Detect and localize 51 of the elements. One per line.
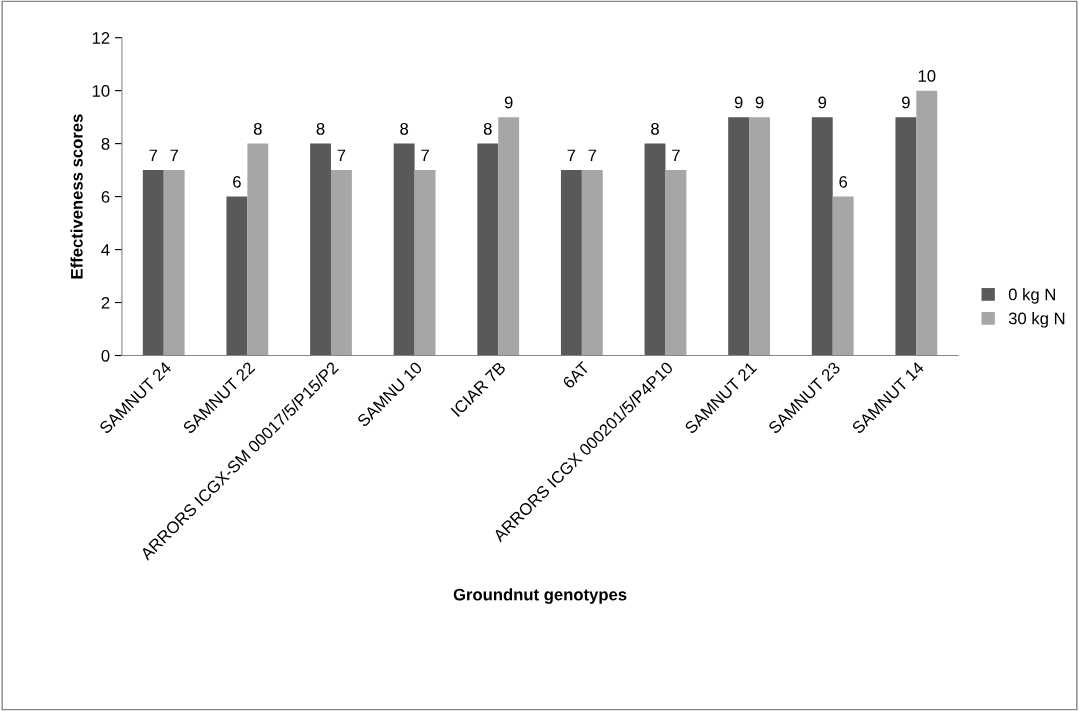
y-tick-label: 0: [101, 349, 110, 362]
data-label: 7: [149, 149, 158, 162]
data-label: 8: [483, 122, 492, 135]
bar: [310, 143, 331, 356]
bar: [644, 143, 666, 356]
data-label: 8: [400, 122, 409, 135]
y-tick-label: 10: [92, 85, 110, 97]
bar: [330, 170, 352, 356]
bar: [163, 170, 185, 356]
bar: [414, 170, 436, 356]
data-label: 10: [918, 70, 936, 82]
data-label: 6: [839, 175, 848, 188]
data-label: 7: [567, 149, 576, 162]
bar: [498, 117, 520, 356]
data-label: 8: [316, 122, 325, 135]
data-label: 7: [337, 149, 346, 162]
y-axis-title: Effectiveness scores: [70, 114, 83, 279]
x-axis-title: Groundnut genotypes: [453, 588, 627, 604]
bar: [916, 90, 938, 356]
bar: [393, 143, 415, 356]
data-label: 7: [421, 149, 429, 162]
data-label: 6: [233, 175, 241, 188]
bar: [832, 196, 854, 356]
data-label: 9: [504, 96, 513, 109]
y-tick-label: 8: [101, 138, 110, 150]
y-tick-label: 4: [101, 244, 110, 256]
bar: [895, 117, 917, 356]
data-label: 8: [253, 122, 262, 135]
bar: [811, 117, 833, 356]
y-tick-label: 12: [92, 32, 110, 44]
bar: [226, 196, 248, 356]
y-tick-label: 2: [101, 296, 110, 309]
data-label: 9: [755, 96, 764, 109]
data-label: 7: [672, 149, 680, 162]
legend-label: 0 kg N: [1008, 288, 1055, 304]
bar: [477, 143, 499, 356]
data-label: 8: [651, 122, 659, 135]
y-tick-label: 6: [101, 190, 110, 203]
bar: [581, 170, 603, 356]
data-label: 9: [734, 96, 743, 109]
bar: [560, 170, 582, 356]
legend-label: 30 kg N: [1008, 312, 1065, 328]
data-label: 9: [818, 96, 827, 109]
bar: [247, 143, 269, 356]
bar: [665, 170, 687, 356]
bar: [749, 117, 770, 356]
bar: [142, 170, 164, 356]
bar: [728, 117, 750, 356]
data-label: 7: [170, 149, 178, 162]
data-label: 7: [588, 149, 597, 162]
data-label: 9: [902, 96, 910, 109]
